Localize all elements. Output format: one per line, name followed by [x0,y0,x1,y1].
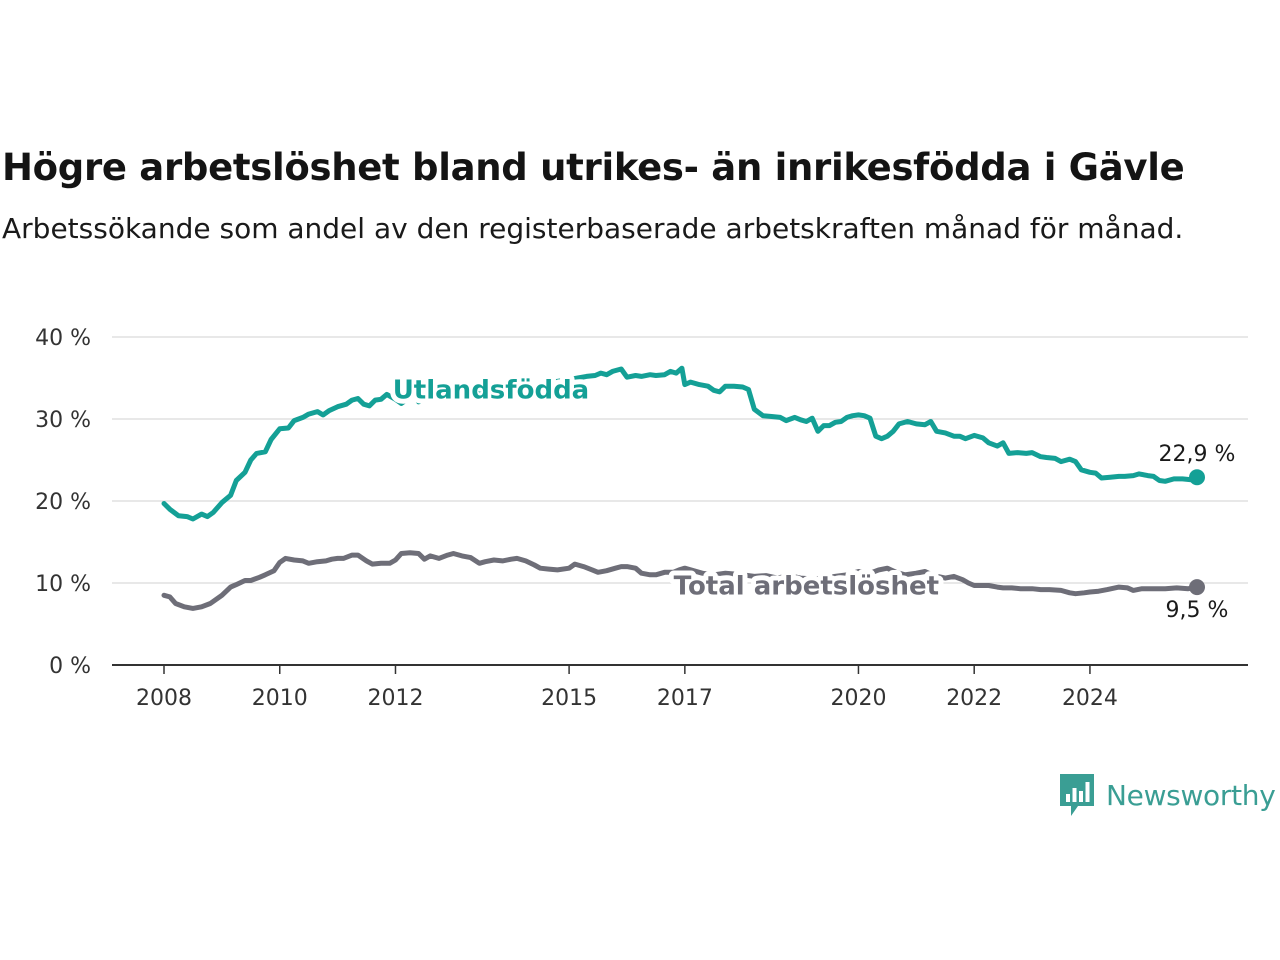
series-line-1 [161,550,1200,611]
chart-subtitle: Arbetssökande som andel av den registerb… [2,212,1184,245]
series-labels: 22,9 %9,5 %UtlandsföddaUtlandsföddaTotal… [388,370,1236,623]
y-tick-label: 10 % [35,572,91,597]
series-name-label-0: Utlandsfödda [393,375,590,405]
x-tick-label: 2015 [541,686,597,711]
series-name-halo-1: Total arbetslöshet [674,571,939,601]
newsworthy-logo: Newsworthy [1058,772,1276,818]
y-tick-label: 30 % [35,408,91,433]
chart-title: Högre arbetslöshet bland utrikes- än inr… [2,146,1185,189]
series-lines [161,365,1205,611]
axes: 0 % 10 % 20 % 30 % 40 % 2008 2010 2012 2015 2017 2… [35,326,1248,711]
x-tick-label: 2017 [657,686,713,711]
x-tick-label: 2008 [136,686,192,711]
series-name-halo-0: Utlandsfödda [393,375,590,405]
series-end-point-1 [1189,579,1205,596]
series-end-point-0 [1189,469,1205,486]
x-tick-label: 2010 [252,686,308,711]
series-name-label-1: Total arbetslöshet [674,571,939,601]
gridlines [112,336,1248,584]
series-line-0 [161,365,1200,522]
y-tick-label: 40 % [35,326,91,351]
series-end-label-1: 9,5 % [1166,598,1229,623]
y-tick-label: 20 % [35,490,91,515]
y-tick-label: 0 % [49,654,91,679]
series-end-label-0: 22,9 % [1159,442,1236,467]
bar-chart-bubble-icon [1060,774,1094,816]
x-tick-label: 2012 [367,686,423,711]
x-tick-label: 2020 [830,686,886,711]
x-tick-label: 2024 [1062,686,1118,711]
x-tick-label: 2022 [946,686,1002,711]
brand-name: Newsworthy [1106,778,1276,812]
